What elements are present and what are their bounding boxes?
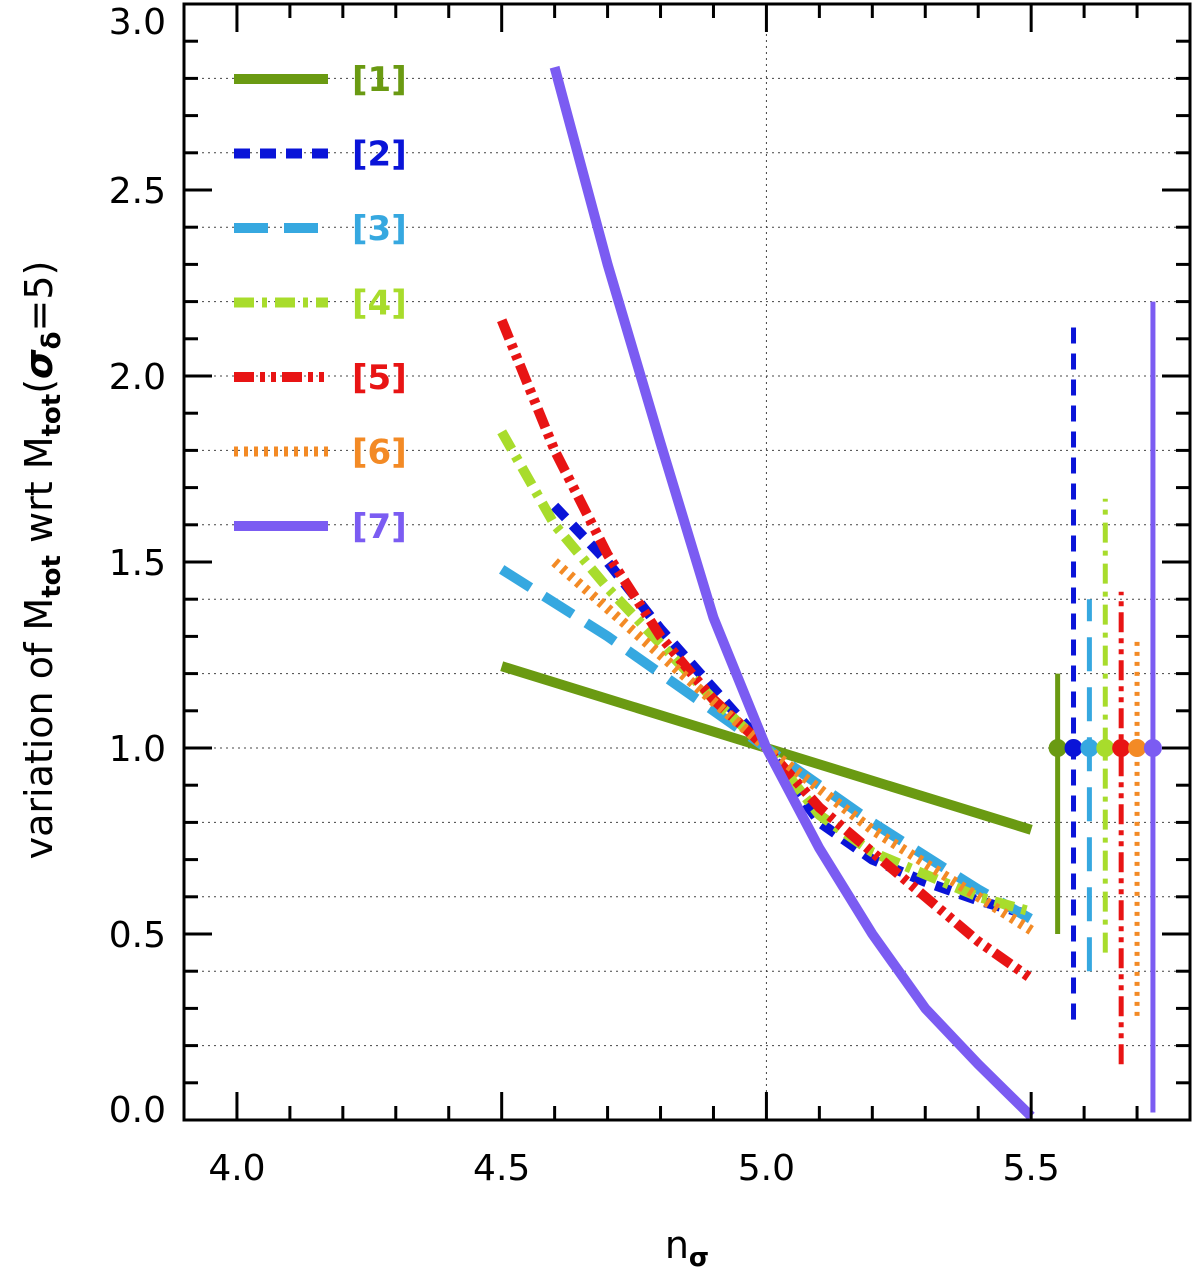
- legend-label-3: [3]: [352, 209, 407, 249]
- y-tick-label: 1.5: [109, 543, 166, 584]
- legend-label-6: [6]: [352, 433, 407, 473]
- legend-label-7: [7]: [352, 507, 407, 547]
- error-bar-marker-6: [1128, 739, 1146, 757]
- y-tick-label: 2.5: [109, 171, 166, 212]
- x-tick-label: 5.5: [1003, 1148, 1060, 1189]
- legend-label-4: [4]: [352, 284, 407, 324]
- legend-label-2: [2]: [352, 135, 407, 175]
- y-tick-label: 1.0: [109, 729, 166, 770]
- x-tick-label: 4.5: [473, 1148, 530, 1189]
- error-bar-marker-4: [1096, 739, 1114, 757]
- legend-label-5: [5]: [352, 358, 407, 398]
- error-bar-marker-3: [1080, 739, 1098, 757]
- y-tick-label: 3.0: [109, 2, 166, 43]
- y-tick-label: 2.0: [109, 357, 166, 398]
- x-tick-label: 5.0: [738, 1148, 795, 1189]
- error-bar-marker-7: [1144, 739, 1162, 757]
- legend-label-1: [1]: [352, 60, 407, 100]
- x-tick-label: 4.0: [208, 1148, 265, 1189]
- error-bar-marker-5: [1112, 739, 1130, 757]
- y-tick-label: 0.5: [109, 915, 166, 956]
- chart: 4.0 4.5 5.0 5.5 0.0 0.5 1.0 1.5 2.0 2.5 3.0 [1] [2]…: [0, 0, 1200, 1273]
- y-tick-label: 0.0: [109, 1090, 166, 1131]
- error-bar-marker-2: [1065, 739, 1083, 757]
- error-bar-marker-1: [1049, 739, 1067, 757]
